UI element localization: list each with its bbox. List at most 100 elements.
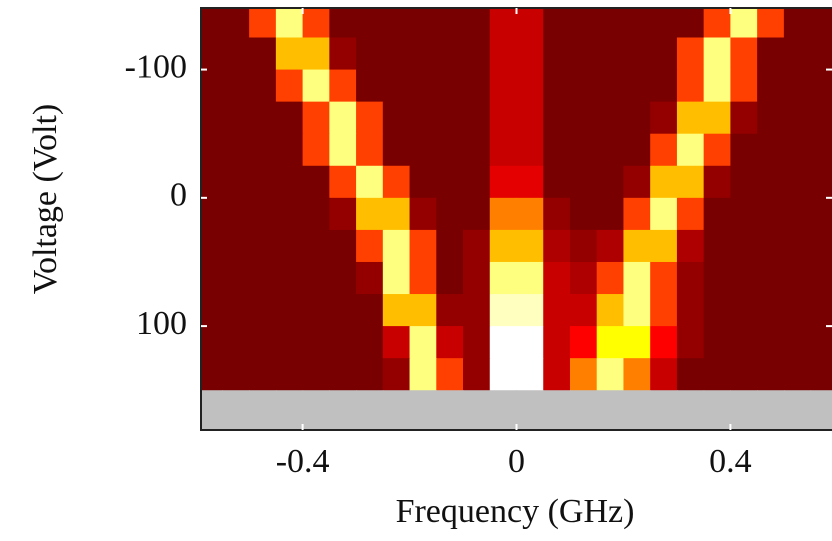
heatmap-cell [275, 8, 304, 39]
heatmap-cell [543, 165, 571, 199]
heatmap-cell [676, 37, 705, 71]
heatmap-cell [201, 37, 223, 71]
heatmap-cell [489, 294, 518, 327]
heatmap-cell [409, 261, 437, 295]
heatmap-cell [596, 37, 625, 71]
heatmap [201, 8, 832, 430]
heatmap-cell [436, 101, 464, 135]
heatmap-cell [783, 358, 812, 391]
heatmap-cell [703, 358, 731, 391]
heatmap-cell [623, 8, 651, 39]
heatmap-cell [783, 197, 812, 231]
heatmap-cell [409, 294, 437, 327]
heatmap-cell [329, 261, 357, 295]
heatmap-cell [757, 37, 785, 71]
heatmap-cell [730, 326, 758, 359]
heatmap-cell [783, 326, 812, 359]
heatmap-cell [623, 390, 651, 430]
heatmap-cell [757, 326, 785, 359]
heatmap-cell [356, 326, 384, 359]
heatmap-cell [810, 390, 832, 430]
heatmap-cell [623, 133, 651, 167]
heatmap-cell [409, 197, 437, 231]
heatmap-cell [201, 133, 223, 167]
heatmap-cell [623, 326, 651, 359]
heatmap-cell [201, 358, 223, 391]
heatmap-cell [676, 261, 705, 295]
heatmap-cell [650, 261, 678, 295]
heatmap-cell [650, 165, 678, 199]
heatmap-cell [463, 101, 491, 135]
heatmap-cell [623, 37, 651, 71]
heatmap-cell [730, 37, 758, 71]
heatmap-cell [730, 261, 758, 295]
heatmap-cell [650, 37, 678, 71]
heatmap-cell [810, 358, 832, 391]
heatmap-cell [436, 326, 464, 359]
heatmap-cell [275, 390, 304, 430]
heatmap-cell [249, 358, 277, 391]
heatmap-cell [382, 294, 411, 327]
heatmap-cell [382, 261, 411, 295]
heatmap-cell [543, 358, 571, 391]
heatmap-cell [730, 69, 758, 103]
heatmap-cell [596, 69, 625, 103]
heatmap-cell [757, 133, 785, 167]
heatmap-cell [302, 197, 330, 231]
heatmap-cell [676, 133, 705, 167]
heatmap-cell [382, 37, 411, 71]
heatmap-cell [436, 229, 464, 263]
heatmap-cell [757, 101, 785, 135]
heatmap-cell [543, 326, 571, 359]
heatmap-cell [222, 101, 250, 135]
heatmap-cell [783, 294, 812, 327]
heatmap-cell [757, 229, 785, 263]
heatmap-cell [409, 326, 437, 359]
heatmap-cell [676, 229, 705, 263]
heatmap-cell [249, 101, 277, 135]
heatmap-cell [516, 197, 544, 231]
heatmap-cell [569, 69, 598, 103]
x-tick-label: 0.4 [709, 443, 752, 480]
heatmap-cell [703, 101, 731, 135]
heatmap-cell [730, 197, 758, 231]
heatmap-cell [302, 261, 330, 295]
heatmap-cell [436, 8, 464, 39]
heatmap-cell [676, 390, 705, 430]
heatmap-cell [757, 165, 785, 199]
heatmap-cell [275, 326, 304, 359]
heatmap-cell [275, 133, 304, 167]
heatmap-cell [436, 165, 464, 199]
heatmap-cell [382, 326, 411, 359]
heatmap-cell [409, 101, 437, 135]
heatmap-cell [810, 229, 832, 263]
heatmap-cell [249, 8, 277, 39]
heatmap-cell [463, 326, 491, 359]
heatmap-cell [623, 261, 651, 295]
heatmap-cell [201, 261, 223, 295]
heatmap-cell [356, 165, 384, 199]
heatmap-cell [329, 390, 357, 430]
heatmap-cell [596, 8, 625, 39]
heatmap-cell [703, 229, 731, 263]
heatmap-cell [275, 358, 304, 391]
heatmap-cell [329, 326, 357, 359]
heatmap-cell [569, 37, 598, 71]
heatmap-cell [275, 197, 304, 231]
heatmap-cell [201, 197, 223, 231]
x-tick-label: 0 [508, 443, 525, 480]
heatmap-cell [302, 37, 330, 71]
heatmap-cell [201, 165, 223, 199]
heatmap-cell [356, 390, 384, 430]
heatmap-cell [543, 101, 571, 135]
heatmap-cell [382, 358, 411, 391]
heatmap-cell [703, 197, 731, 231]
heatmap-cell [569, 294, 598, 327]
heatmap-cell [623, 358, 651, 391]
heatmap-cell [730, 165, 758, 199]
heatmap-cell [596, 261, 625, 295]
heatmap-cell [489, 69, 518, 103]
heatmap-cell [463, 8, 491, 39]
heatmap-cell [201, 326, 223, 359]
heatmap-cell [596, 101, 625, 135]
